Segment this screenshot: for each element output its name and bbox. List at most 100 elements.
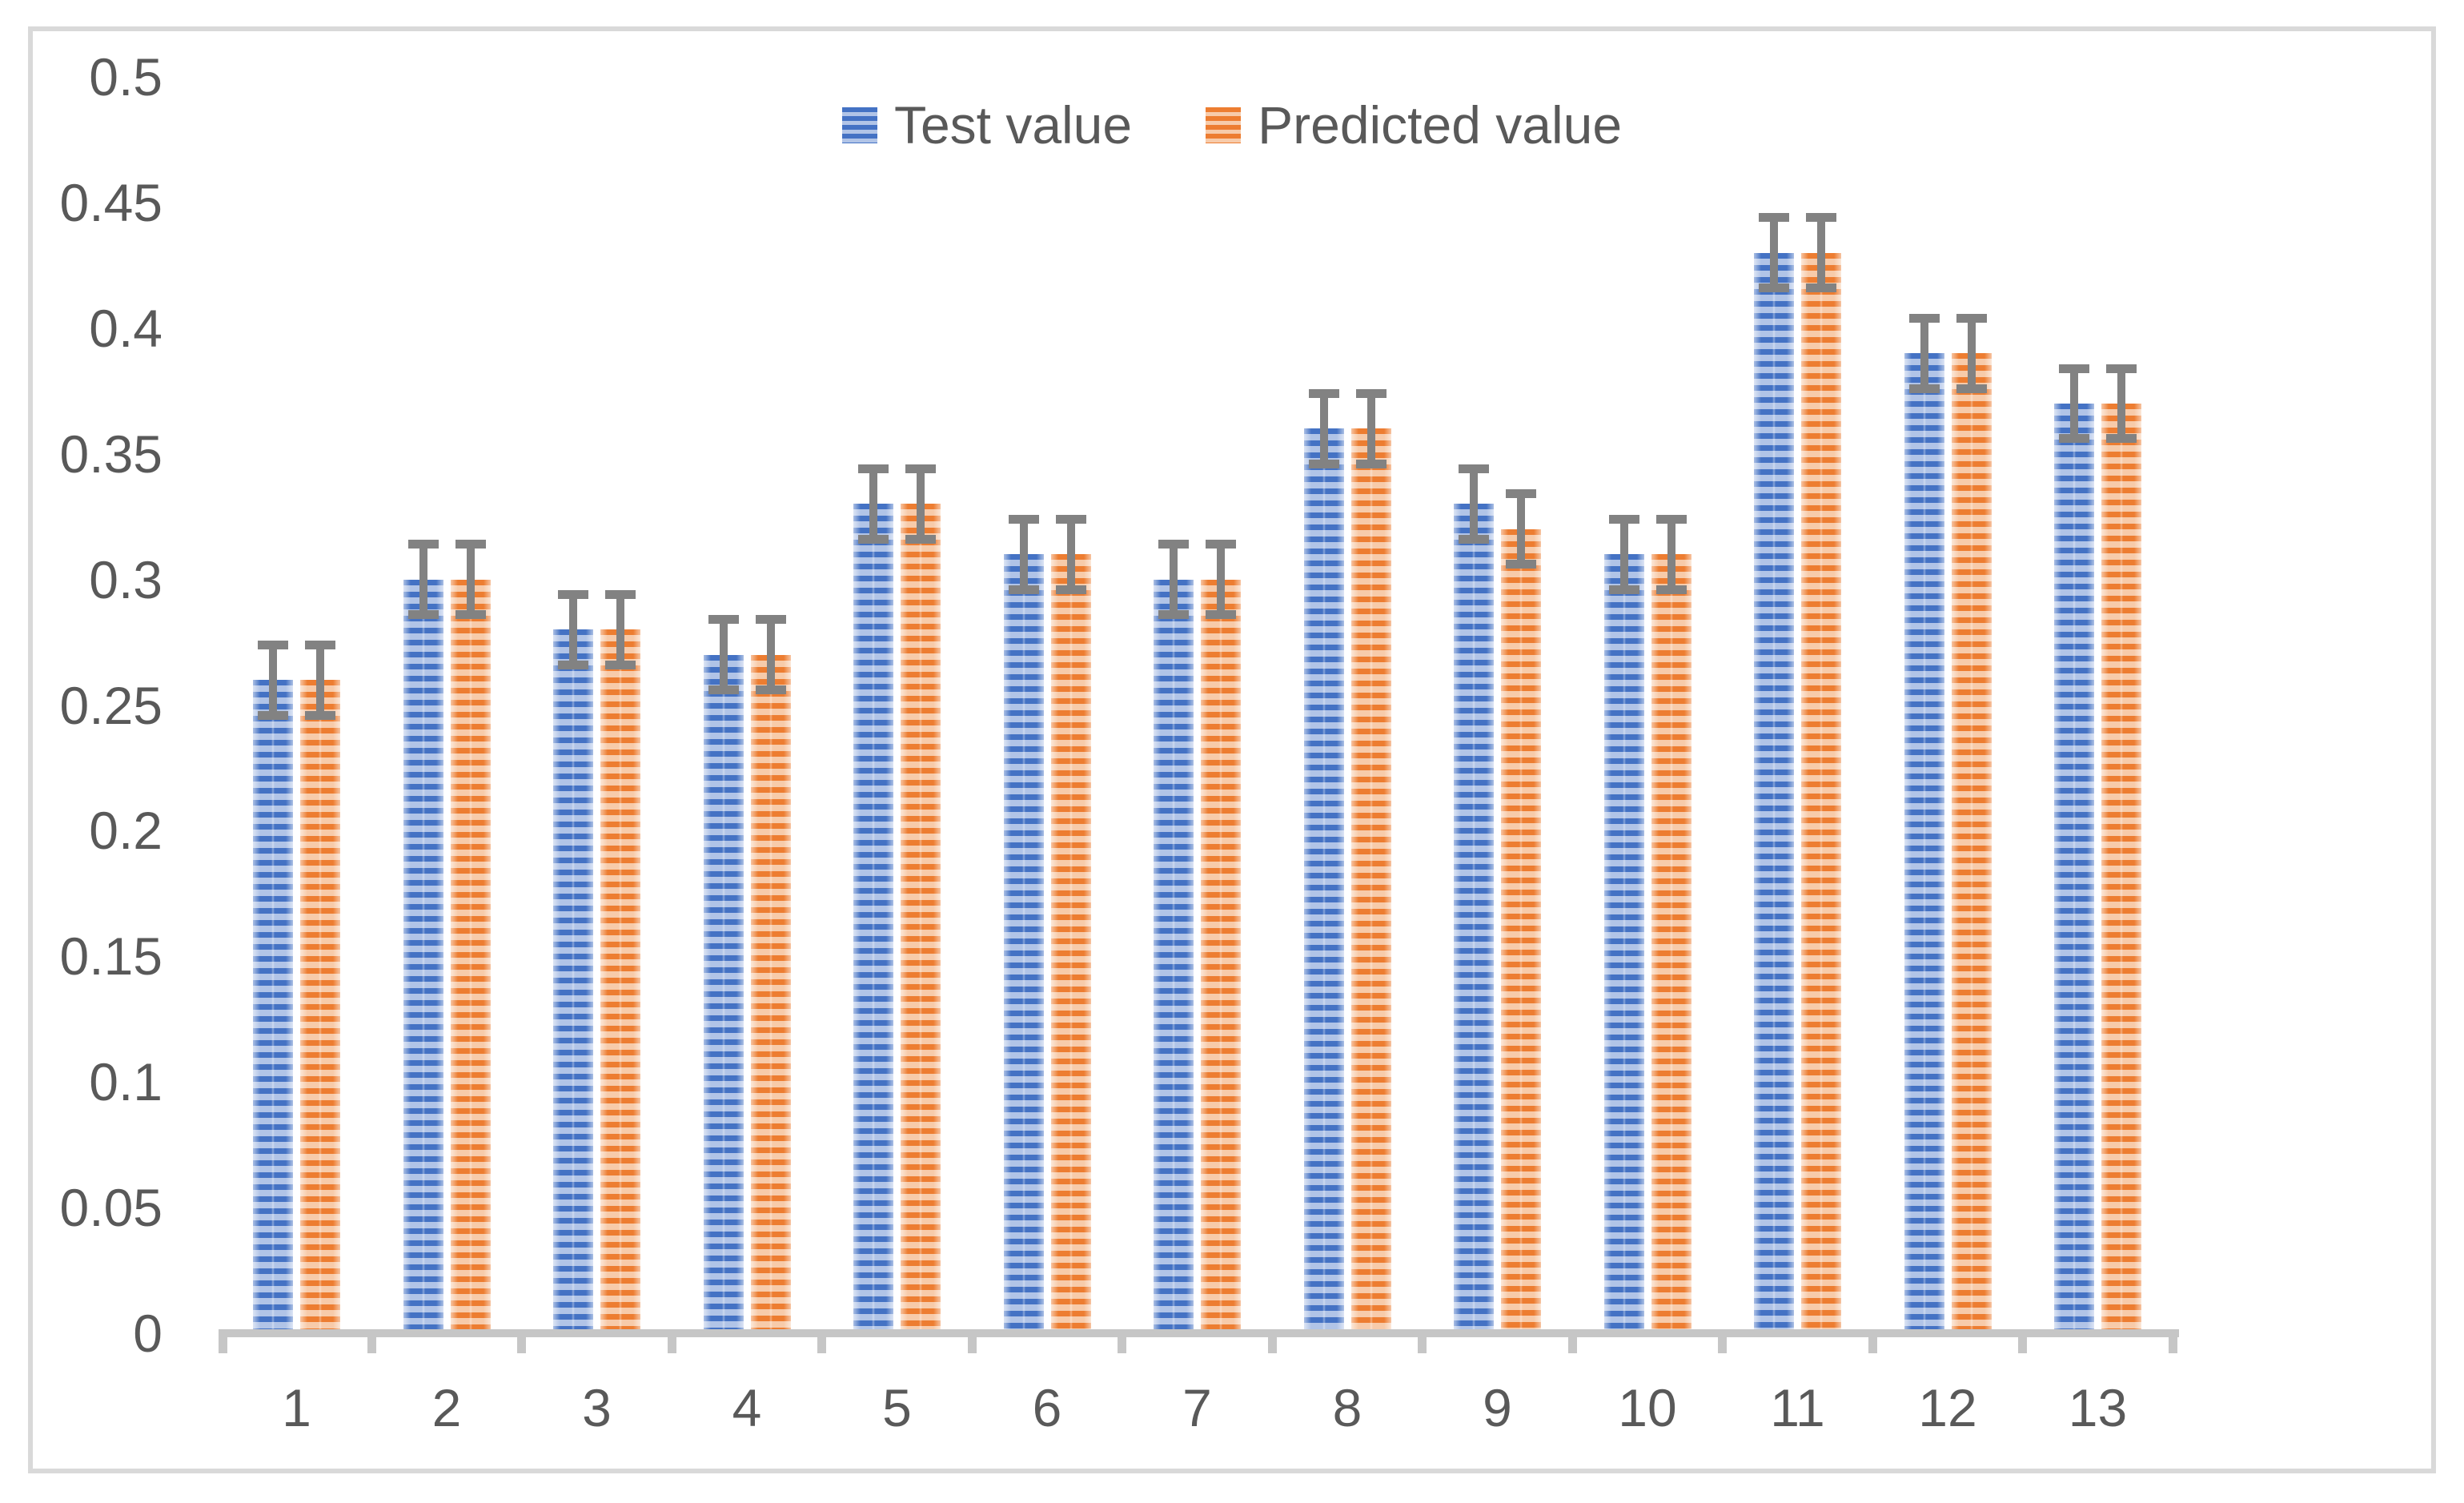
x-axis-tick [2168, 1329, 2177, 1353]
bar-test-value-11 [1754, 252, 1794, 1333]
x-tick-label-1: 1 [282, 1378, 311, 1437]
x-axis-tick [219, 1329, 227, 1353]
x-axis-tick [1567, 1329, 1577, 1353]
bar-test-value-8 [1303, 428, 1344, 1333]
y-tick-label-0.3: 0.3 [89, 549, 163, 609]
error-bar-bottom-cap [1759, 283, 1789, 293]
error-bar-top-cap [1158, 540, 1189, 549]
error-bar-bottom-cap [1655, 585, 1687, 594]
error-bar-top-cap [1206, 540, 1236, 549]
error-bar-top-cap [1355, 388, 1387, 398]
x-tick-label-7: 7 [1182, 1378, 1212, 1437]
error-bar-stem [1920, 318, 1928, 389]
error-bar-top-cap [1459, 464, 1489, 474]
error-bar-top-cap [755, 615, 786, 625]
error-bar-bottom-cap [258, 710, 288, 720]
error-bar-bottom-cap [1506, 560, 1536, 569]
error-bar-stem [1470, 468, 1478, 540]
x-axis-tick [1267, 1329, 1277, 1353]
error-bar-bottom-cap [1355, 459, 1387, 468]
error-bar-bottom-cap [1459, 534, 1489, 544]
x-tick-label-12: 12 [1918, 1378, 1977, 1437]
error-bar-top-cap [2106, 364, 2137, 373]
legend-entry-test-value: Test value [841, 95, 1133, 155]
x-tick-label-8: 8 [1332, 1378, 1362, 1437]
y-tick-label-0.15: 0.15 [59, 926, 163, 987]
error-bar-stem [1770, 217, 1778, 288]
error-bar-stem [917, 468, 925, 540]
error-bar-bottom-cap [305, 710, 335, 720]
error-bar-top-cap [1055, 514, 1086, 524]
bar-test-value-2 [403, 579, 443, 1333]
error-bar-top-cap [1608, 514, 1639, 524]
error-bar-top-cap [305, 640, 335, 649]
error-bar-top-cap [2059, 364, 2089, 373]
x-axis-line [219, 1329, 2179, 1337]
error-bar-stem [766, 619, 775, 690]
error-bar-bottom-cap [858, 534, 889, 544]
bar-test-value-10 [1603, 554, 1644, 1333]
bar-predicted-value-4 [750, 654, 791, 1333]
error-bar-top-cap [905, 464, 936, 474]
bar-predicted-value-11 [1801, 252, 1841, 1333]
error-bar-top-cap [558, 589, 588, 599]
error-bar-stem [419, 544, 427, 615]
bar-predicted-value-2 [450, 579, 491, 1333]
x-tick-label-10: 10 [1618, 1378, 1677, 1437]
y-tick-label-0.35: 0.35 [59, 424, 163, 484]
x-axis-tick [967, 1329, 977, 1353]
error-bar-top-cap [1308, 388, 1339, 398]
bar-test-value-12 [1904, 353, 1944, 1333]
error-bar-top-cap [1956, 313, 1987, 323]
bar-test-value-5 [853, 504, 893, 1333]
error-bar-bottom-cap [1806, 283, 1836, 293]
x-tick-label-3: 3 [582, 1378, 612, 1437]
error-bar-top-cap [858, 464, 889, 474]
error-bar-stem [869, 468, 877, 540]
y-tick-label-0: 0 [133, 1304, 163, 1363]
error-bar-top-cap [1008, 514, 1039, 524]
error-bar-bottom-cap [708, 685, 739, 695]
error-bar-top-cap [407, 540, 439, 549]
bar-predicted-value-1 [300, 680, 340, 1333]
bar-test-value-4 [703, 654, 744, 1333]
error-bar-bottom-cap [1206, 610, 1236, 620]
legend-entry-predicted-value: Predicted value [1206, 96, 1622, 154]
error-bar-bottom-cap [1055, 585, 1086, 594]
x-axis-tick [2018, 1329, 2028, 1353]
error-bar-stem [1170, 544, 1178, 615]
x-tick-label-4: 4 [732, 1378, 762, 1437]
bar-test-value-13 [2054, 403, 2094, 1333]
error-bar-stem [569, 594, 577, 665]
error-bar-bottom-cap [755, 685, 786, 695]
y-tick-label-0.45: 0.45 [59, 172, 163, 232]
x-axis-tick [517, 1329, 527, 1353]
legend: Test value Predicted value [0, 96, 2464, 154]
error-bar-top-cap [605, 589, 636, 599]
error-bar-stem [1817, 217, 1825, 288]
error-bar-bottom-cap [605, 660, 636, 669]
y-tick-label-0.05: 0.05 [59, 1178, 163, 1238]
error-bar-top-cap [455, 540, 486, 549]
error-bar-top-cap [1655, 514, 1687, 524]
x-axis-tick [1718, 1329, 1728, 1353]
error-bar-stem [1667, 519, 1675, 590]
error-bar-top-cap [1506, 489, 1536, 499]
error-bar-bottom-cap [2059, 434, 2089, 444]
error-bar-bottom-cap [407, 610, 439, 620]
error-bar-stem [1517, 493, 1525, 565]
legend-label-predicted-value: Predicted value [1258, 95, 1623, 155]
error-bar-top-cap [1806, 213, 1836, 223]
error-bar-bottom-cap [1608, 585, 1639, 594]
x-tick-label-11: 11 [1770, 1378, 1825, 1437]
x-tick-label-2: 2 [431, 1378, 462, 1437]
legend-label-test-value: Test value [893, 95, 1133, 155]
bar-predicted-value-8 [1350, 428, 1391, 1333]
error-bar-stem [269, 645, 277, 716]
bar-predicted-value-12 [1951, 353, 1992, 1333]
x-axis-tick [1868, 1329, 1877, 1353]
error-bar-bottom-cap [2106, 434, 2137, 444]
error-bar-stem [719, 619, 728, 690]
